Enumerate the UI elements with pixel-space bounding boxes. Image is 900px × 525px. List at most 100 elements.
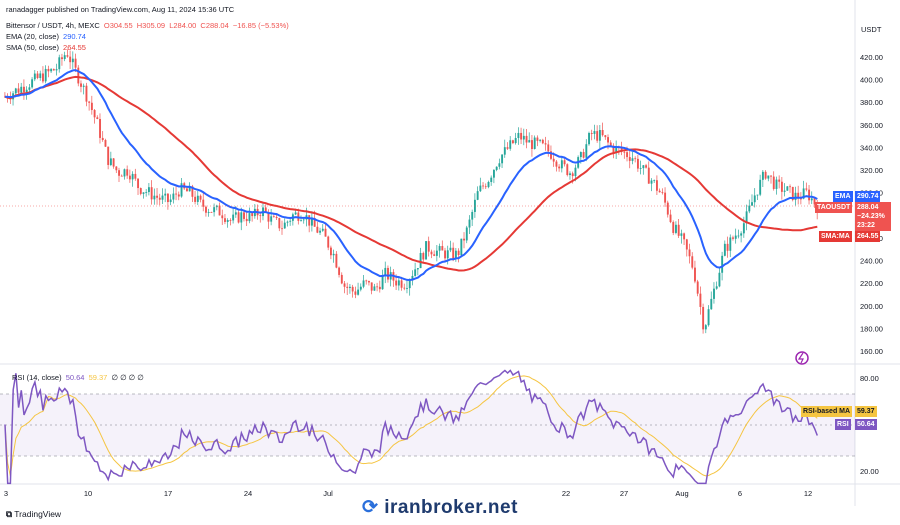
candle-body: [161, 195, 164, 200]
candle-body: [104, 140, 107, 147]
candle-body: [61, 57, 63, 60]
candle-body: [131, 173, 134, 180]
candle-body: [349, 286, 351, 288]
candle-body: [517, 132, 520, 139]
rsi-legend[interactable]: RSI (14, close) 50.64 59.37 ∅ ∅ ∅ ∅: [12, 372, 146, 383]
candle-body: [544, 143, 547, 145]
candle-body: [775, 179, 778, 189]
candle-body: [522, 135, 525, 140]
candle-body: [645, 165, 648, 168]
candle-body: [370, 282, 373, 291]
candle-body: [609, 142, 612, 146]
candle-body: [468, 219, 471, 228]
candle-body: [302, 219, 305, 221]
candle-body: [675, 224, 677, 233]
candle-body: [607, 137, 609, 143]
candle-body: [699, 293, 702, 307]
candle-body: [707, 309, 710, 326]
candle-body: [503, 147, 506, 155]
symbol-name[interactable]: Bittensor / USDT, 4h, MEXC: [6, 21, 100, 30]
candle-body: [653, 180, 656, 182]
candle-body: [685, 239, 688, 250]
candle-body: [590, 133, 593, 134]
ema-legend[interactable]: EMA (20, close) 290.74: [6, 31, 88, 42]
candle-body: [259, 215, 262, 217]
candle-body: [569, 173, 571, 176]
candle-body: [642, 165, 645, 169]
candle-body: [713, 288, 715, 299]
candle-body: [704, 325, 707, 330]
candle-body: [764, 171, 767, 179]
candle-body: [128, 175, 131, 180]
rsi-legend-label: RSI (14, close): [12, 373, 62, 382]
candle-body: [631, 158, 634, 161]
candle-body: [186, 188, 188, 192]
candle-body: [563, 160, 566, 165]
candle-body: [425, 241, 427, 260]
candle-body: [756, 194, 759, 196]
candle-body: [218, 205, 221, 216]
candle-body: [115, 166, 118, 171]
candle-body: [310, 217, 313, 226]
candle-body: [419, 253, 422, 269]
candle-body: [721, 255, 724, 273]
candle-body: [694, 267, 696, 282]
rsi-ma-tag-name: RSI-based MA: [801, 406, 853, 417]
candle-body: [628, 157, 631, 161]
candle-body: [449, 247, 452, 251]
candle-body: [647, 167, 650, 184]
candle-body: [650, 180, 653, 184]
candle-body: [283, 222, 286, 229]
x-tick-label: 22: [562, 489, 570, 498]
y-tick-label: 220.00: [860, 279, 883, 288]
currency-label: USDT: [861, 24, 883, 35]
candle-body: [460, 238, 463, 256]
candle-body: [126, 169, 129, 176]
rsi-y-tick-label: 80.00: [860, 374, 879, 383]
y-tick-label: 240.00: [860, 257, 883, 266]
candle-body: [175, 193, 178, 195]
candle-body: [145, 192, 148, 193]
ohlc-high: H305.09: [136, 21, 166, 30]
candle-body: [44, 68, 47, 82]
candle-body: [541, 139, 544, 144]
sma-legend[interactable]: SMA (50, close) 264.55: [6, 42, 88, 53]
candle-body: [547, 144, 550, 152]
candle-body: [582, 152, 585, 158]
candle-body: [446, 250, 449, 259]
candle-body: [783, 190, 786, 192]
candle-body: [702, 306, 705, 330]
candle-body: [579, 152, 582, 158]
candle-body: [340, 274, 343, 284]
candle-body: [137, 178, 140, 189]
candle-body: [531, 140, 533, 150]
candle-body: [729, 237, 732, 251]
candle-body: [550, 151, 552, 159]
candle-body: [444, 250, 446, 259]
candle-body: [786, 186, 789, 191]
candle-body: [248, 213, 251, 222]
candle-body: [422, 253, 425, 260]
candle-body: [664, 192, 667, 203]
candle-body: [778, 179, 781, 182]
candle-body: [387, 267, 389, 280]
x-tick-label: 12: [804, 489, 812, 498]
candle-body: [748, 205, 751, 212]
candle-body: [58, 57, 61, 70]
candle-body: [281, 228, 283, 230]
y-tick-label: 200.00: [860, 302, 883, 311]
alert-icon[interactable]: [795, 351, 809, 365]
candle-body: [751, 202, 753, 206]
candle-body: [226, 220, 229, 222]
rsi-line: [4, 369, 818, 485]
candle-body: [153, 195, 156, 200]
candle-body: [77, 67, 80, 84]
candle-body: [373, 286, 376, 291]
candle-body: [525, 135, 528, 143]
candle-body: [482, 185, 485, 187]
rsi-legend-extras: ∅ ∅ ∅ ∅: [111, 373, 144, 382]
candle-body: [661, 192, 664, 194]
tradingview-logo[interactable]: ⧉ TradingView: [6, 509, 61, 520]
candle-body: [362, 280, 365, 287]
